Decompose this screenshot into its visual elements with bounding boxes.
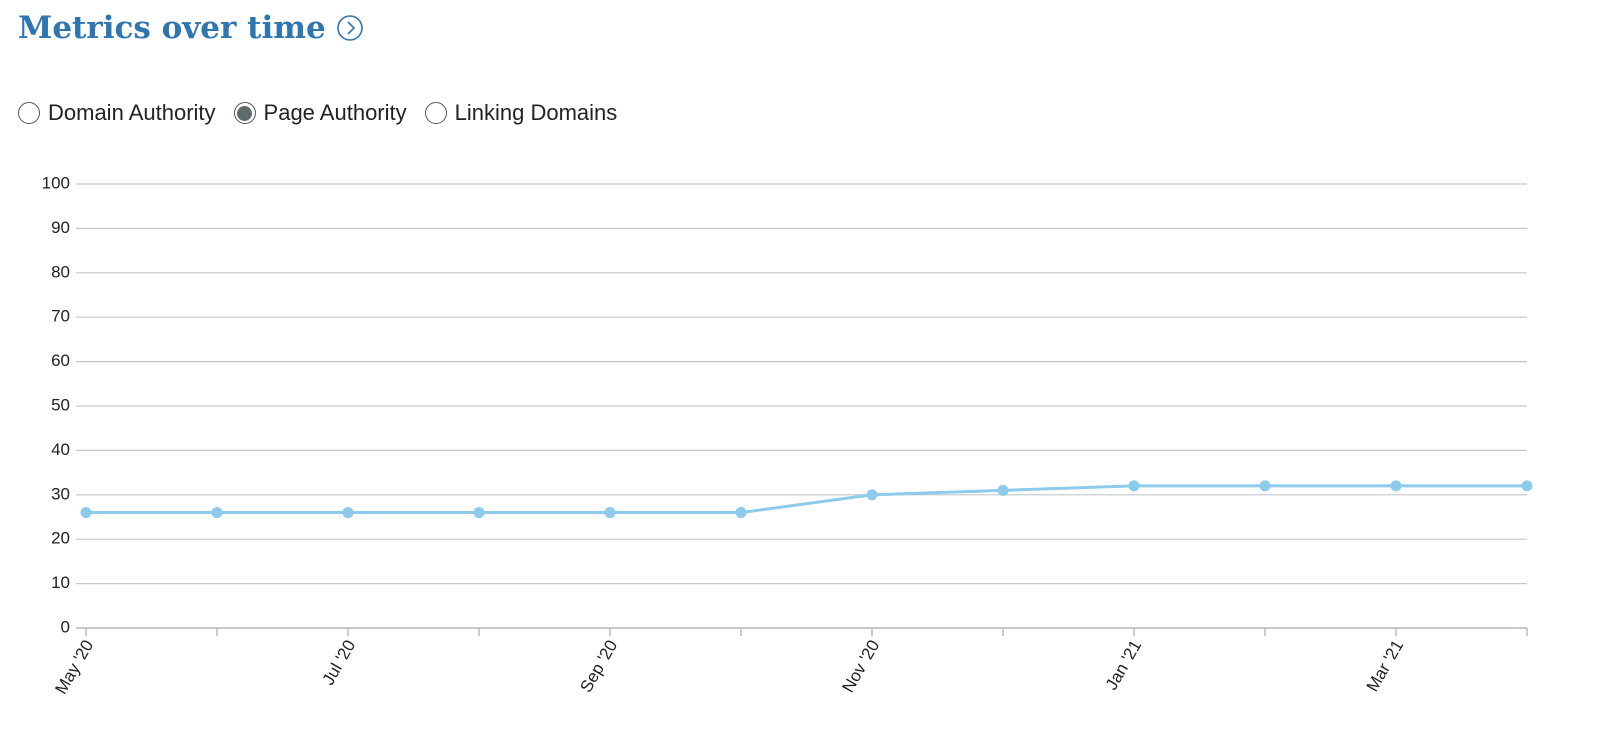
section-title: Metrics over time (18, 10, 326, 46)
y-tick-label: 70 (51, 307, 70, 326)
x-tick-label: Jul '20 (319, 637, 360, 689)
y-tick-label: 30 (51, 484, 70, 503)
data-point (735, 507, 747, 519)
x-tick-label: Mar '21 (1363, 637, 1408, 695)
y-tick-label: 10 (51, 573, 70, 592)
metric-selector: Domain Authority Page Authority Linking Do… (18, 100, 617, 126)
radio-button[interactable] (18, 102, 40, 124)
radio-label[interactable]: Page Authority (263, 100, 407, 125)
data-point (342, 507, 354, 519)
y-tick-label: 40 (51, 440, 70, 459)
data-point (473, 507, 485, 519)
y-tick-label: 20 (51, 529, 70, 548)
x-tick-label: Sep '20 (576, 637, 621, 696)
data-point (866, 489, 878, 501)
title-row: Metrics over time (18, 10, 364, 46)
x-tick-label: Nov '20 (838, 637, 883, 696)
radio-label[interactable]: Linking Domains (454, 100, 618, 125)
y-tick-label: 0 (61, 617, 70, 636)
data-point (1521, 480, 1533, 492)
metric-radio[interactable]: Domain Authority (18, 100, 216, 126)
info-link-icon[interactable] (336, 14, 364, 42)
x-tick-label: May '20 (51, 637, 97, 698)
data-point (1390, 480, 1402, 492)
y-tick-label: 80 (51, 262, 70, 281)
y-tick-label: 50 (51, 395, 70, 414)
x-tick-label: Jan '21 (1102, 637, 1146, 694)
data-point (604, 507, 616, 519)
radio-button[interactable] (424, 102, 447, 124)
data-point (1128, 480, 1140, 492)
data-point (997, 484, 1009, 496)
data-point (80, 507, 92, 519)
y-tick-label: 90 (51, 218, 70, 237)
data-point (211, 507, 223, 519)
metric-radio[interactable]: Linking Domains (424, 100, 618, 126)
radio-button[interactable] (233, 102, 256, 124)
data-point (1259, 480, 1271, 492)
y-tick-label: 60 (51, 351, 70, 370)
radio-label[interactable]: Domain Authority (48, 100, 216, 125)
metric-radio[interactable]: Page Authority (233, 100, 407, 126)
y-tick-label: 100 (42, 173, 70, 192)
data-line (86, 484, 1527, 515)
